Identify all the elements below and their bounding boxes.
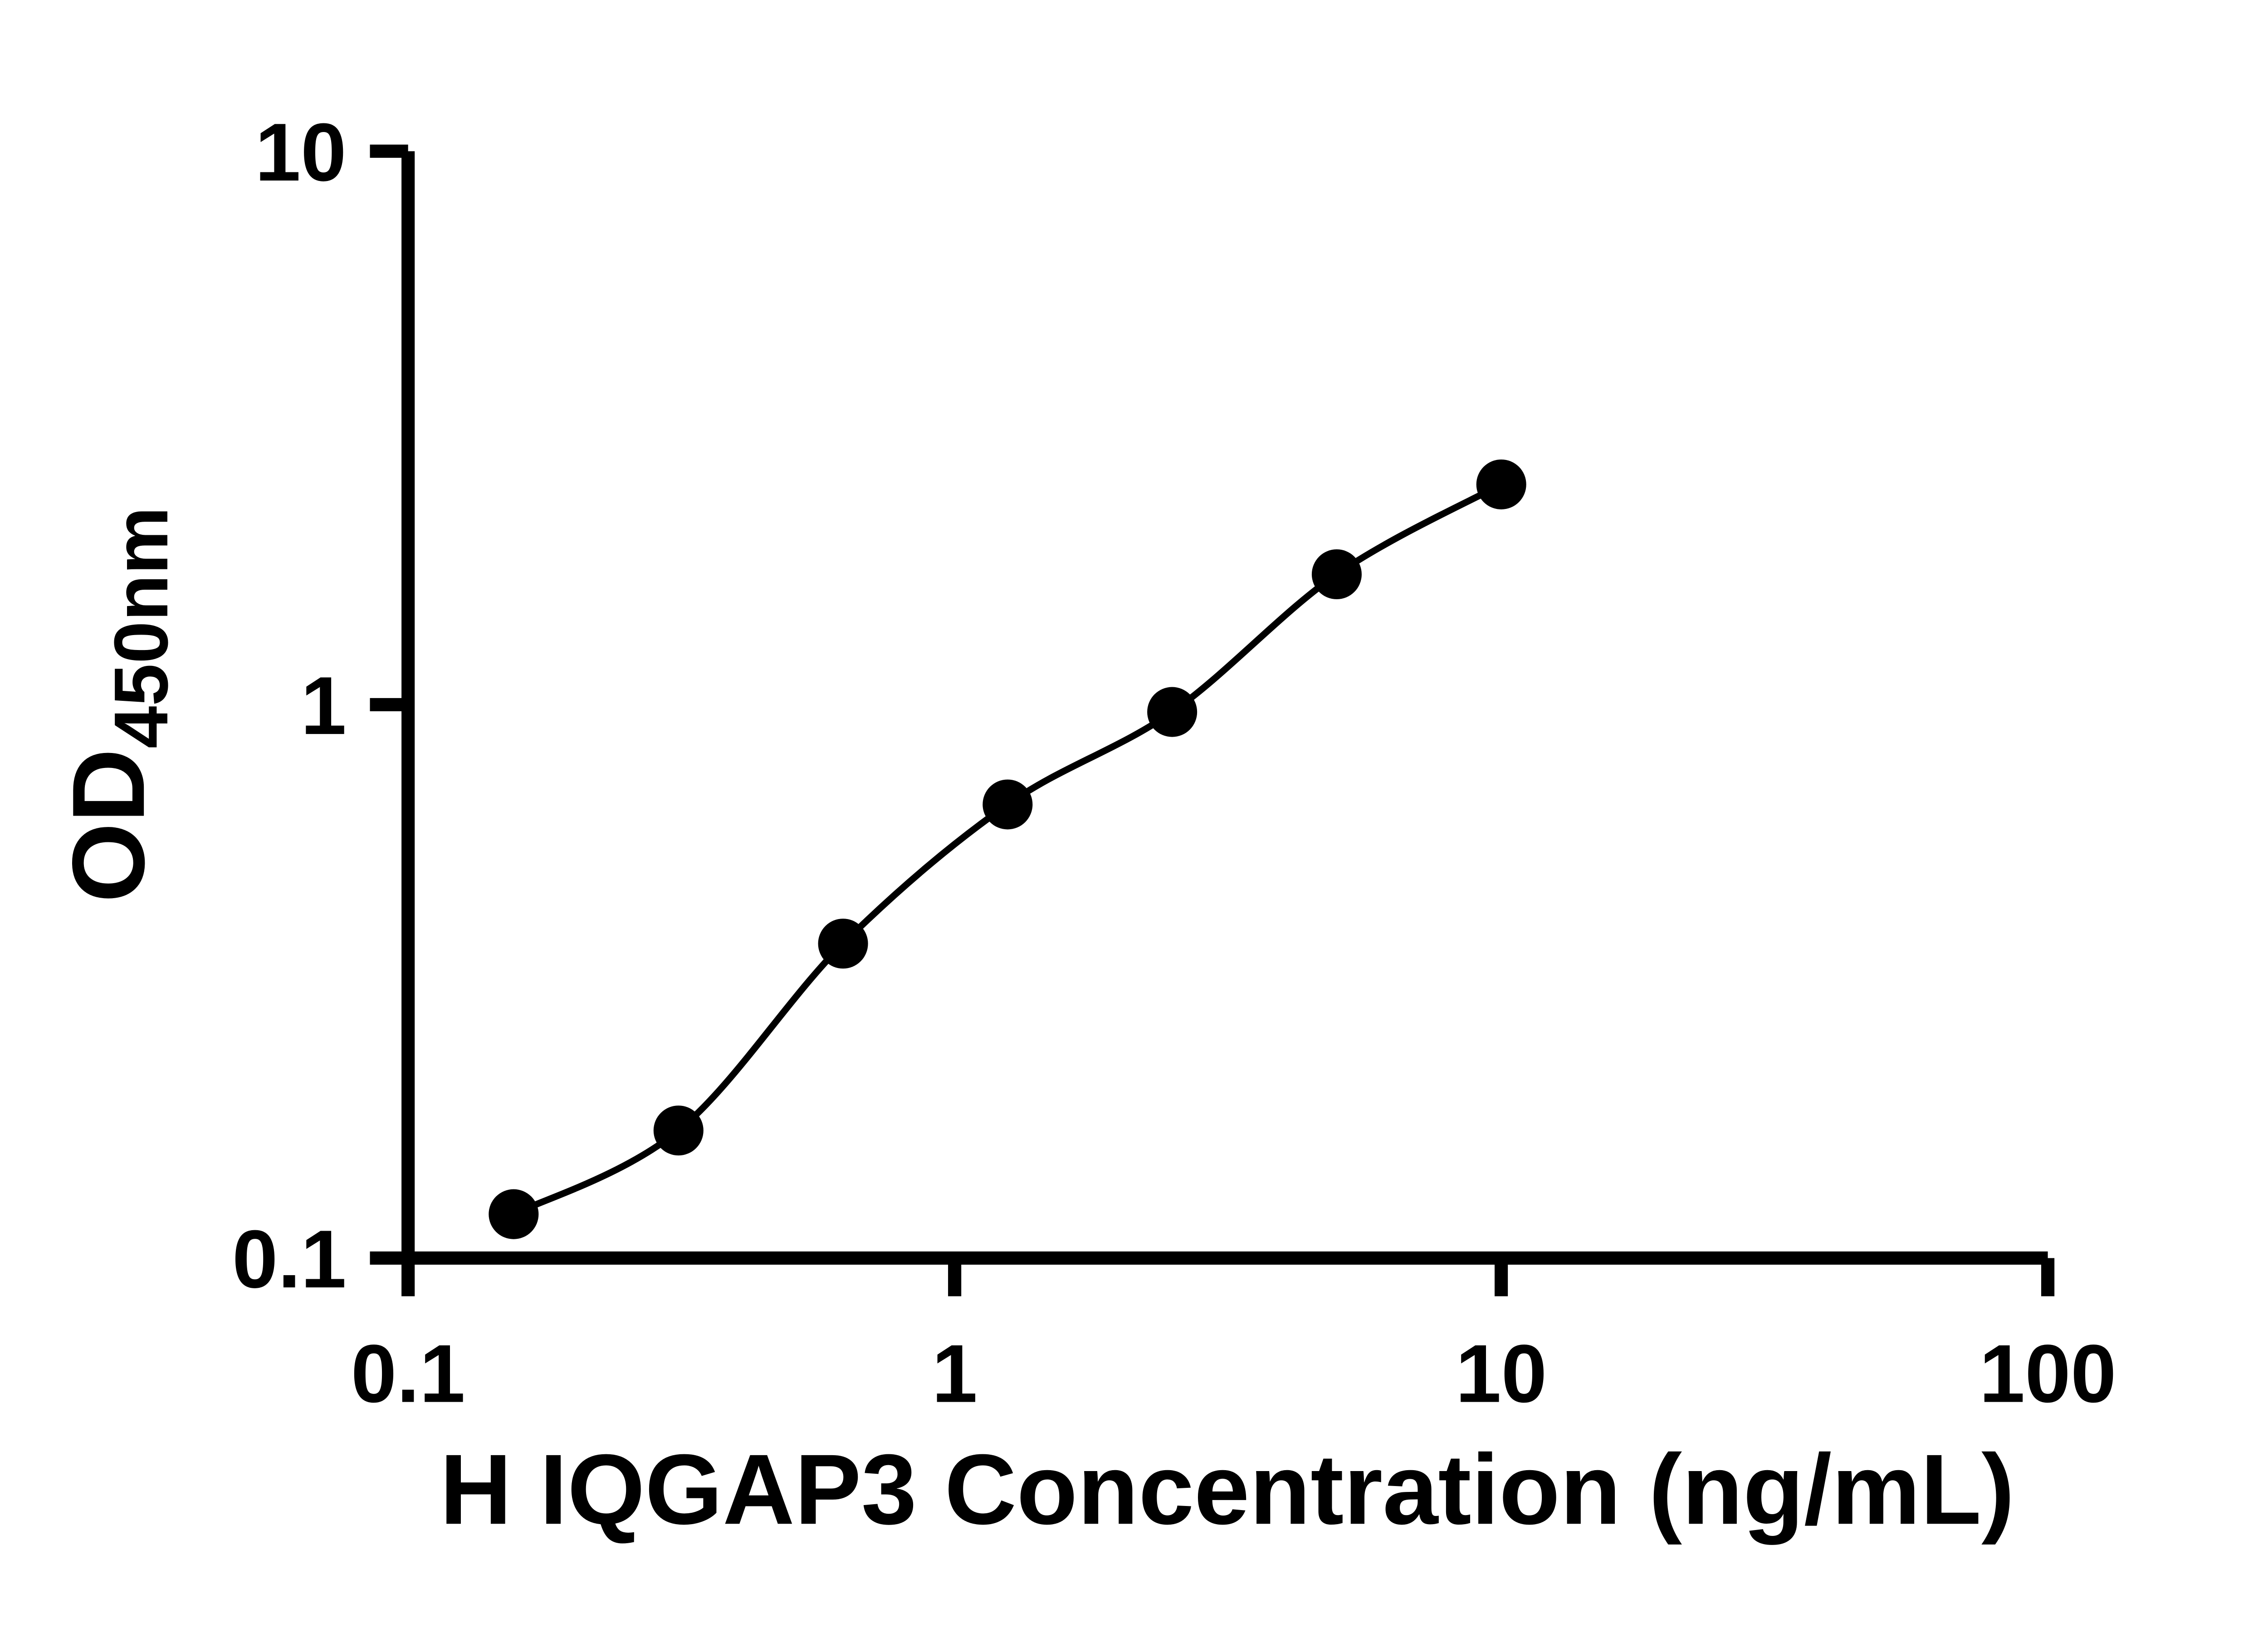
- y-axis-title-sub: 450nm: [98, 507, 184, 748]
- y-axis-title-main: OD: [51, 748, 166, 903]
- y-axis-title: OD450nm: [51, 507, 184, 903]
- data-point: [1476, 459, 1526, 509]
- y-tick-label: 1: [301, 660, 347, 752]
- data-point: [1147, 687, 1198, 737]
- y-tick-label: 10: [255, 107, 347, 198]
- data-point: [1311, 549, 1362, 600]
- x-axis-title: H IQGAP3 Concentration (ng/mL): [440, 1433, 2015, 1545]
- plot-area: 0.1 1 10 100 0.1 1 10: [232, 107, 2116, 1420]
- x-tick-label: 0.1: [351, 1328, 465, 1420]
- x-tick-label: 1: [932, 1328, 978, 1420]
- x-tick-label: 100: [1979, 1328, 2116, 1420]
- x-tick-label: 10: [1456, 1328, 1547, 1420]
- y-tick-label: 0.1: [232, 1213, 347, 1305]
- axis-lines: [401, 151, 2048, 1265]
- data-point: [818, 919, 868, 969]
- fit-curve: [512, 481, 1503, 1217]
- data-point: [489, 1189, 539, 1239]
- data-point: [653, 1105, 704, 1156]
- data-point: [982, 779, 1033, 830]
